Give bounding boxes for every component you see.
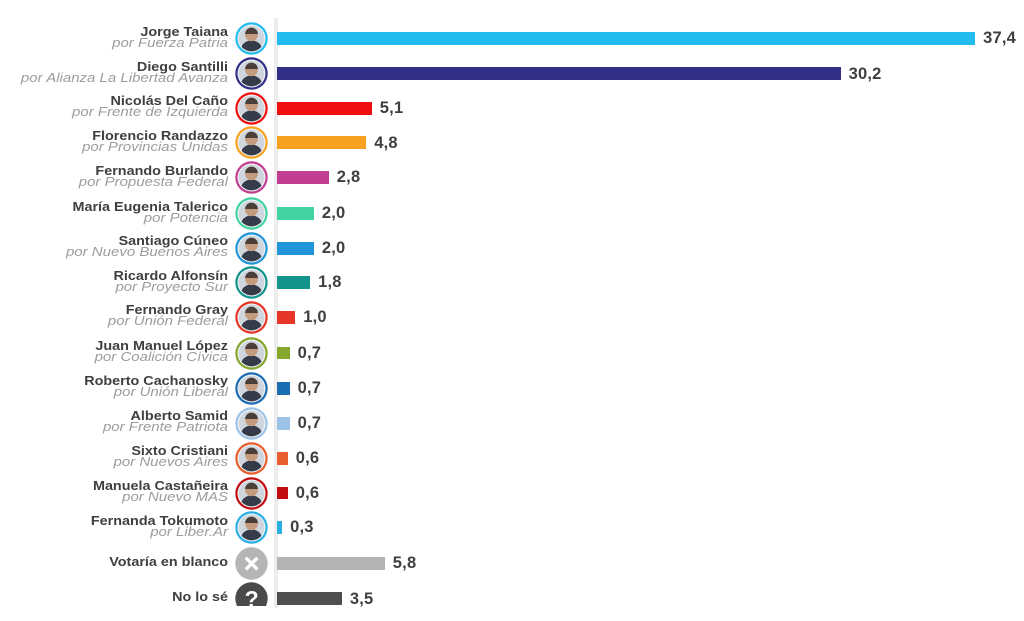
- svg-text:?: ?: [245, 586, 259, 606]
